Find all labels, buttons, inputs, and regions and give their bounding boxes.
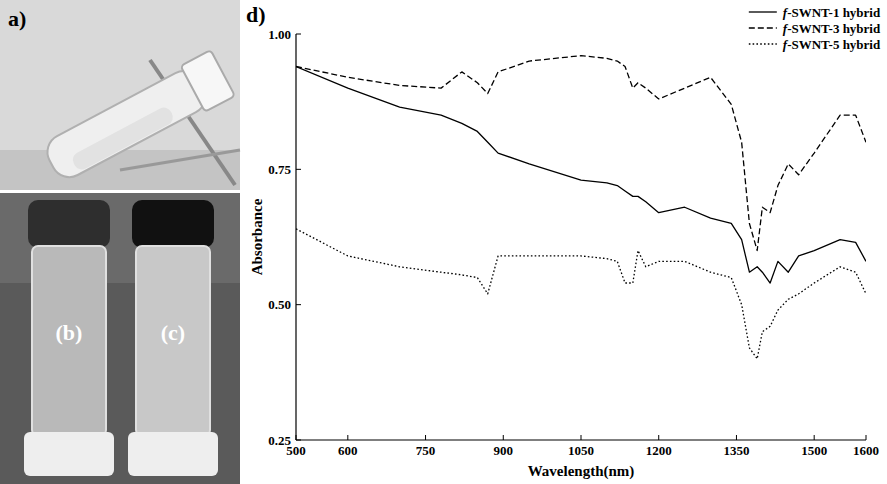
- legend-swatch: [749, 43, 777, 44]
- x-tick-label: 1600: [853, 443, 879, 458]
- legend-label-part: -SWNT-3 hybrid: [787, 21, 881, 36]
- y-tick: [296, 304, 301, 305]
- vial-body: [136, 246, 210, 436]
- x-tick-label: 750: [416, 443, 436, 458]
- x-tick: [866, 435, 867, 440]
- legend-swatch: [749, 27, 777, 28]
- vial-base: [24, 432, 114, 476]
- x-tick-label: 1350: [723, 443, 749, 458]
- x-tick: [503, 435, 504, 440]
- x-tick-label: 1200: [646, 443, 672, 458]
- chart: d)0.250.500.751.005006007509001050120013…: [246, 2, 881, 480]
- vial-base: [128, 432, 218, 476]
- legend-swatch: [749, 11, 777, 12]
- vial-liquid: [70, 105, 176, 173]
- y-axis: [295, 34, 296, 440]
- vial: [39, 50, 235, 187]
- y-tick-label: 1.00: [268, 27, 291, 42]
- x-tick: [347, 435, 348, 440]
- legend-label: f-SWNT-1 hybrid: [783, 5, 881, 20]
- y-tick: [296, 34, 301, 35]
- photo-surface: [0, 150, 240, 190]
- photo-background: [0, 0, 240, 190]
- y-tick-label: 0.50: [268, 297, 291, 312]
- legend-label: f-SWNT-3 hybrid: [783, 21, 881, 36]
- x-tick: [296, 435, 297, 440]
- stand-rod: [120, 150, 240, 170]
- y-tick: [296, 440, 301, 441]
- panel-label: (b): [56, 320, 83, 345]
- panel-label: (c): [161, 320, 185, 345]
- vial-body: [32, 246, 106, 436]
- legend-label: f-SWNT-5 hybrid: [783, 37, 881, 52]
- vial-cap: [181, 50, 235, 112]
- x-tick: [581, 435, 582, 440]
- photo-background: [0, 193, 240, 484]
- figure: a)(b)(c)d)0.250.500.751.0050060075090010…: [0, 0, 887, 484]
- legend-label-part: -SWNT-5 hybrid: [787, 37, 881, 52]
- vial-body: [41, 65, 212, 184]
- photo-a: a): [0, 0, 240, 190]
- x-tick: [658, 435, 659, 440]
- panel-label: d): [246, 2, 266, 27]
- y-tick: [296, 169, 301, 170]
- x-axis-title: Wavelength(nm): [528, 463, 635, 480]
- x-tick-label: 1500: [801, 443, 827, 458]
- series-line: [296, 66, 866, 283]
- y-tick-label: 0.75: [268, 162, 291, 177]
- x-tick-label: 600: [338, 443, 358, 458]
- series-line: [296, 56, 866, 251]
- legend: f-SWNT-1 hybridf-SWNT-3 hybridf-SWNT-5 h…: [749, 5, 881, 52]
- x-tick: [814, 435, 815, 440]
- vial-cap: [28, 200, 110, 248]
- x-tick: [736, 435, 737, 440]
- x-tick-label: 500: [286, 443, 306, 458]
- series-lines: [296, 56, 866, 359]
- x-tick: [425, 435, 426, 440]
- x-tick-label: 1050: [568, 443, 594, 458]
- panel-label: a): [8, 6, 26, 31]
- y-axis-title: Absorbance: [249, 198, 265, 275]
- vial-cap: [132, 200, 214, 248]
- legend-label-part: -SWNT-1 hybrid: [787, 5, 881, 20]
- x-tick-label: 900: [494, 443, 514, 458]
- photo-bc: (b) (c): [0, 193, 240, 484]
- series-line: [296, 229, 866, 359]
